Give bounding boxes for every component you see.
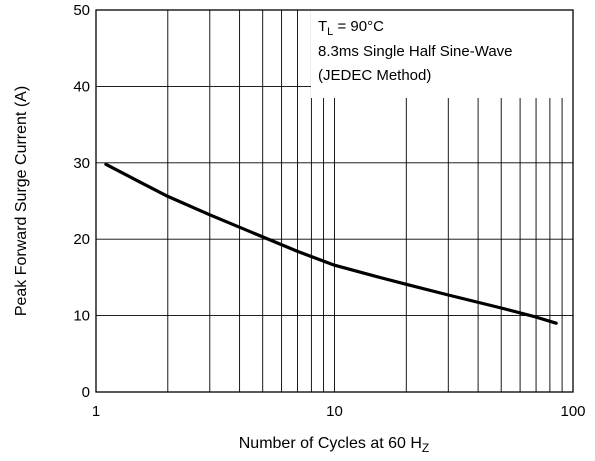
x-tick-label: 1	[92, 403, 100, 420]
annotation-line-3: (JEDEC Method)	[318, 67, 431, 84]
series-group	[104, 162, 558, 325]
annotation-line-1: TL = 90°C	[318, 18, 384, 38]
x-axis-label-subscript: Z	[422, 441, 429, 455]
series-line	[104, 162, 558, 325]
x-tick-labels: 1 10 100	[92, 403, 586, 420]
annotation-box-bg	[311, 10, 573, 98]
y-tick-label: 0	[82, 384, 90, 401]
y-tick-labels: 0 10 20 30 40 50	[73, 2, 90, 401]
x-axis-label: Number of Cycles at 60 HZ	[239, 435, 430, 455]
y-tick-label: 50	[73, 2, 90, 19]
plot-frame	[95, 9, 574, 393]
annotation-subscript: L	[327, 26, 333, 38]
y-tick-label: 10	[73, 308, 90, 325]
x-tick-label: 10	[326, 403, 343, 420]
y-axis-label: Peak Forward Surge Current (A)	[13, 86, 30, 316]
annotation-line-2: 8.3ms Single Half Sine-Wave	[318, 43, 513, 60]
y-tick-label: 20	[73, 231, 90, 248]
y-tick-label: 30	[73, 155, 90, 172]
x-tick-label: 100	[560, 403, 585, 420]
y-tick-label: 40	[73, 78, 90, 95]
